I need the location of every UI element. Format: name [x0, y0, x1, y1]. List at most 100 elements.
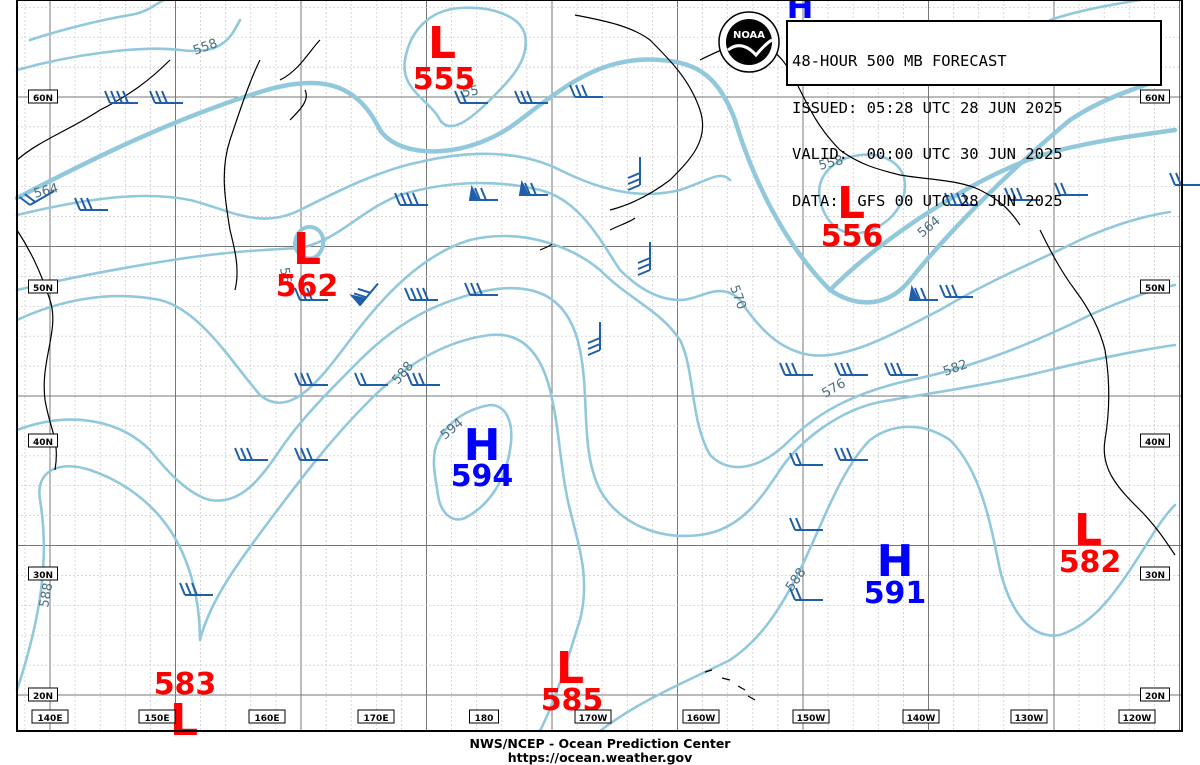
wind-barb — [1004, 187, 1038, 201]
wind-barb — [294, 287, 328, 301]
lat-label-box — [1140, 566, 1170, 581]
wind-barb — [404, 287, 438, 301]
lat-label: 50N — [1145, 284, 1165, 294]
wind-barb — [104, 90, 138, 104]
forecast-title: 48-HOUR 500 MB FORECAST — [792, 52, 1007, 70]
noaa-logo-text: NOAA — [733, 30, 765, 41]
lat-label: 60N — [33, 94, 53, 104]
lat-label-box — [28, 687, 58, 702]
low-symbol: L — [1074, 505, 1102, 556]
contour-558-top — [15, 18, 242, 72]
coast-canada-west — [1039, 229, 1176, 556]
lat-label: 40N — [1145, 438, 1165, 448]
low-symbol: L — [556, 643, 584, 694]
wind-barb — [779, 362, 813, 376]
wind-barb — [406, 372, 440, 386]
contour-582 — [15, 286, 1177, 538]
lon-label-box — [792, 709, 830, 724]
lon-label: 170E — [364, 714, 389, 724]
wind-barb — [884, 362, 918, 376]
low-value: 583 — [154, 667, 217, 702]
footer-url[interactable]: https://ocean.weather.gov — [507, 750, 693, 765]
wind-barb — [789, 452, 823, 466]
lon-label: 140E — [38, 714, 63, 724]
contour-588-east — [598, 425, 1177, 733]
wind-barb — [908, 284, 938, 301]
footer-agency: NWS/NCEP - Ocean Prediction Center — [469, 736, 731, 751]
contour-556 — [817, 153, 907, 235]
contour-562 — [293, 225, 326, 261]
contour-label: 56 — [276, 266, 294, 285]
lon-label: 180 — [475, 714, 494, 724]
lat-label-box — [28, 279, 58, 294]
contour-label: 558 — [817, 153, 845, 174]
lon-label-box — [31, 709, 69, 724]
wind-barb — [454, 90, 488, 104]
coastlines — [16, 14, 1176, 701]
coast-hawaii — [704, 669, 756, 701]
contour-top-left — [28, 0, 167, 42]
wind-barb — [394, 192, 428, 206]
lat-label: 60N — [1145, 94, 1165, 104]
lon-label: 150W — [797, 714, 826, 724]
coast-kamchatka — [223, 59, 261, 291]
valid-line: VALID: 00:00 UTC 30 JUN 2025 — [792, 145, 1063, 163]
lat-label: 30N — [1145, 571, 1165, 581]
wind-barb — [789, 587, 823, 601]
lat-label: 40N — [33, 438, 53, 448]
low-symbol: L — [293, 224, 321, 275]
contour-576 — [15, 234, 1177, 469]
coast-asia — [16, 59, 171, 471]
contour-top-right — [1048, 0, 1142, 22]
high-value: 591 — [864, 576, 927, 611]
low-value: 562 — [276, 269, 339, 304]
data-line: DATA: GFS 00 UTC 28 JUN 2025 — [792, 191, 1063, 210]
lon-label: 160E — [255, 714, 280, 724]
lon-label-box — [574, 709, 612, 724]
lon-label-box — [138, 709, 176, 724]
wind-barb — [789, 517, 823, 531]
lat-label: 30N — [33, 571, 53, 581]
lon-label: 170W — [579, 714, 608, 724]
wind-barb — [464, 282, 498, 296]
map-border — [16, 0, 1183, 732]
lat-label-box — [1140, 433, 1170, 448]
issued-line: ISSUED: 05:28 UTC 28 JUN 2025 — [792, 98, 1063, 117]
lat-label-box — [28, 89, 58, 104]
low-symbol: L — [837, 178, 865, 229]
wind-barb — [569, 84, 603, 98]
lon-label-box — [248, 709, 286, 724]
lat-label-box — [1140, 279, 1170, 294]
low-value: 556 — [821, 219, 884, 254]
lon-label-box — [469, 709, 499, 724]
wind-barb — [468, 184, 498, 201]
lat-label: 50N — [33, 284, 53, 294]
wind-barb — [518, 179, 548, 196]
lon-label: 130W — [1015, 714, 1044, 724]
wind-barb — [1054, 182, 1088, 196]
lon-label-box — [1010, 709, 1048, 724]
wind-barb — [294, 372, 328, 386]
wind-barbs — [19, 84, 1200, 601]
wind-barb — [74, 197, 108, 211]
contour-564 — [15, 152, 732, 220]
wind-barb — [514, 90, 548, 104]
wind-barb — [349, 282, 379, 307]
coast-okhotsk — [279, 39, 321, 121]
lon-label-box — [357, 709, 395, 724]
wind-barb — [834, 362, 868, 376]
lon-label-box — [682, 709, 720, 724]
grid-labels: 60N 60N 50N 50N 40N 40N 30N 30N 20N 20N 140E 150E 16… — [28, 89, 1170, 724]
lat-label: 20N — [33, 692, 53, 702]
contour-558-heavy — [14, 57, 1163, 305]
contour-label: 564 — [32, 181, 60, 202]
noaa-logo: NOAA — [718, 11, 780, 73]
contour-555 — [403, 6, 528, 128]
high-symbol: H — [464, 420, 501, 471]
lat-label: 20N — [1145, 692, 1165, 702]
wind-barb — [19, 190, 55, 206]
wind-barb — [587, 322, 601, 356]
wind-barb — [627, 157, 641, 191]
lat-label-box — [1140, 687, 1170, 702]
